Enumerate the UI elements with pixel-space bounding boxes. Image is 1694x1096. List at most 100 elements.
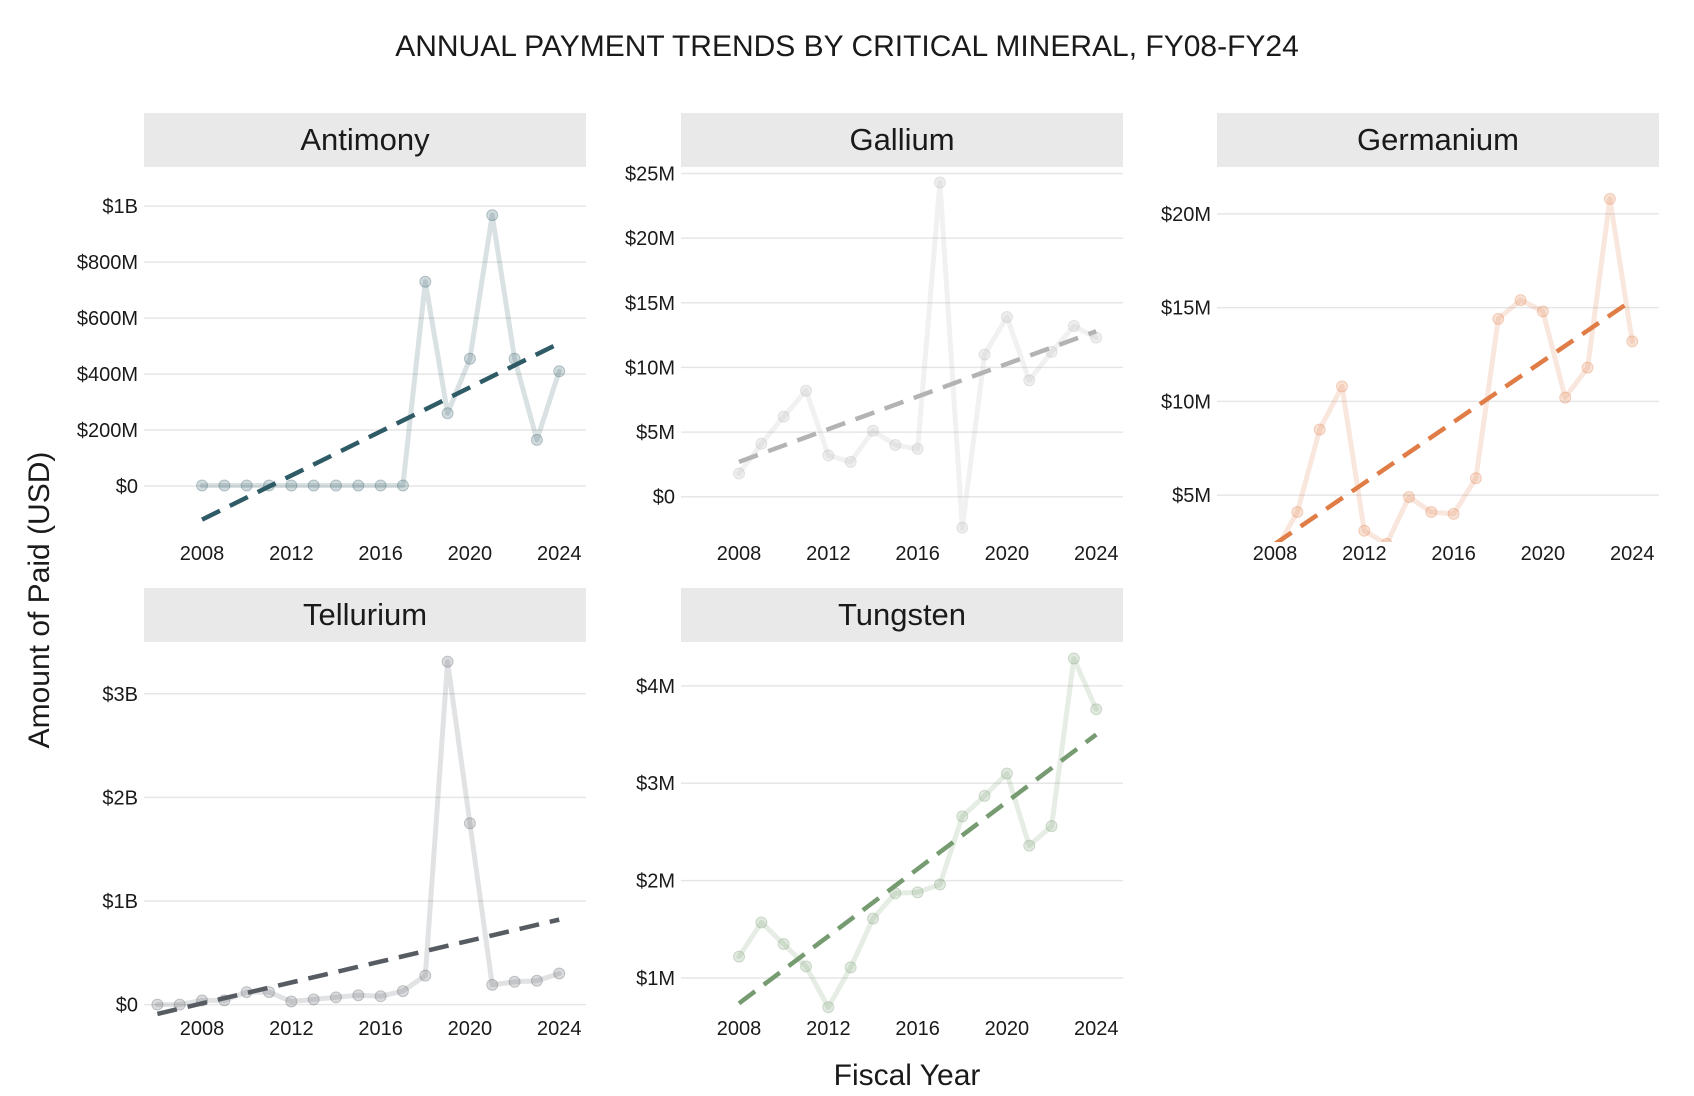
y-axis-title: Amount of Paid (USD) xyxy=(23,452,56,749)
data-point xyxy=(1358,524,1371,537)
data-point xyxy=(733,950,746,963)
data-point xyxy=(777,410,790,423)
y-tick-label: $200M xyxy=(77,420,138,442)
data-point xyxy=(553,967,566,980)
data-point xyxy=(1559,391,1572,404)
data-point xyxy=(419,969,432,982)
facet-gallium: Gallium $0 $5M $10M $15M $20M $25M 2008 2012 2016… xyxy=(625,113,1123,565)
data-point xyxy=(352,479,365,492)
facet-strip-gallium xyxy=(681,113,1123,167)
data-point xyxy=(419,275,432,288)
y-tick-label: $20M xyxy=(1161,204,1211,226)
data-point xyxy=(530,433,543,446)
x-tick-label: 2008 xyxy=(1253,543,1298,565)
trend-line-gallium xyxy=(738,329,1097,464)
data-point xyxy=(441,655,454,668)
y-tick-label: $1B xyxy=(102,196,138,218)
x-tick-label: 2008 xyxy=(180,543,225,565)
data-point xyxy=(396,985,409,998)
data-point xyxy=(1023,839,1036,852)
data-point xyxy=(844,455,857,468)
y-tick-label: $10M xyxy=(1161,391,1211,413)
y-tick-label: $25M xyxy=(625,163,675,185)
x-tick-label: 2016 xyxy=(1431,543,1476,565)
x-tick-label: 2020 xyxy=(448,1018,493,1040)
x-tick-label: 2024 xyxy=(1074,1018,1119,1040)
x-tick-label: 2016 xyxy=(895,543,940,565)
x-tick-label: 2012 xyxy=(269,1018,314,1040)
data-point xyxy=(196,479,209,492)
y-tick-label: $400M xyxy=(77,364,138,386)
data-point xyxy=(1603,192,1616,205)
facet-label-germanium: Germanium xyxy=(1357,122,1519,157)
data-point xyxy=(889,439,902,452)
x-tick-label: 2016 xyxy=(895,1018,940,1040)
data-point xyxy=(486,209,499,222)
data-point xyxy=(240,479,253,492)
data-point xyxy=(1067,652,1080,665)
x-tick-label: 2008 xyxy=(717,1018,762,1040)
data-point xyxy=(553,365,566,378)
data-point xyxy=(1425,506,1438,518)
data-point xyxy=(933,878,946,891)
data-point xyxy=(911,886,924,899)
x-tick-label: 2012 xyxy=(269,543,314,565)
y-tick-label: $2B xyxy=(102,787,138,809)
x-tick-label: 2020 xyxy=(985,1018,1030,1040)
data-point xyxy=(218,479,231,492)
trend-line-tellurium xyxy=(156,917,560,1017)
series-line-tungsten xyxy=(736,656,1099,1010)
data-point xyxy=(463,352,476,365)
y-tick-label: $5M xyxy=(1172,485,1211,507)
trend-line-germanium xyxy=(1273,298,1634,542)
facet-tungsten: Tungsten $1M $2M $3M $4M 2008 2012 2016 2020 2024 xyxy=(636,588,1123,1040)
data-point xyxy=(1380,537,1393,542)
x-tick-label: 2024 xyxy=(537,543,582,565)
y-tick-label: $3M xyxy=(636,773,675,795)
x-tick-label: 2016 xyxy=(358,1018,403,1040)
data-point xyxy=(1581,361,1594,374)
series-group-germanium xyxy=(1273,192,1639,542)
data-point xyxy=(1067,320,1080,333)
y-tick-label: $4M xyxy=(636,676,675,698)
data-point xyxy=(1514,294,1527,307)
data-point xyxy=(777,937,790,950)
facet-germanium: Germanium $5M $10M $15M $20M 2008 2012 2016 2020… xyxy=(1161,113,1659,565)
series-group-tellurium xyxy=(151,655,566,1017)
data-point xyxy=(151,998,164,1011)
data-point xyxy=(1313,423,1326,436)
data-point xyxy=(441,407,454,420)
facet-label-tungsten: Tungsten xyxy=(838,597,966,632)
y-tick-label: $0 xyxy=(653,487,675,509)
data-point xyxy=(285,995,298,1008)
facet-label-gallium: Gallium xyxy=(849,122,954,157)
series-group-tungsten xyxy=(733,652,1103,1014)
series-group-antimony xyxy=(196,209,566,522)
x-tick-label: 2012 xyxy=(806,543,851,565)
x-tick-label: 2016 xyxy=(358,543,403,565)
facet-antimony: Antimony $0 $200M $400M $600M $800M $1B 2008 201… xyxy=(77,113,586,565)
series-line-germanium xyxy=(1277,196,1635,542)
data-point xyxy=(1402,491,1415,503)
y-tick-label: $5M xyxy=(636,422,675,444)
data-point xyxy=(508,975,521,988)
data-point xyxy=(173,998,186,1011)
data-point xyxy=(285,479,298,492)
series-line-tellurium xyxy=(154,659,562,1008)
data-point xyxy=(866,912,879,925)
y-tick-label: $1M xyxy=(636,968,675,990)
data-point xyxy=(1447,507,1460,520)
x-tick-label: 2012 xyxy=(1342,543,1387,565)
series-line-gallium xyxy=(736,180,1099,531)
data-point xyxy=(1000,767,1013,780)
series-line-antimony xyxy=(199,212,562,488)
data-point xyxy=(463,817,476,830)
data-point xyxy=(933,176,946,189)
data-point xyxy=(1023,374,1036,387)
data-point xyxy=(844,961,857,974)
trend-line-tungsten xyxy=(737,732,1098,1006)
x-axis-title: Fiscal Year xyxy=(834,1059,981,1092)
x-tick-label: 2008 xyxy=(180,1018,225,1040)
data-point xyxy=(374,990,387,1003)
